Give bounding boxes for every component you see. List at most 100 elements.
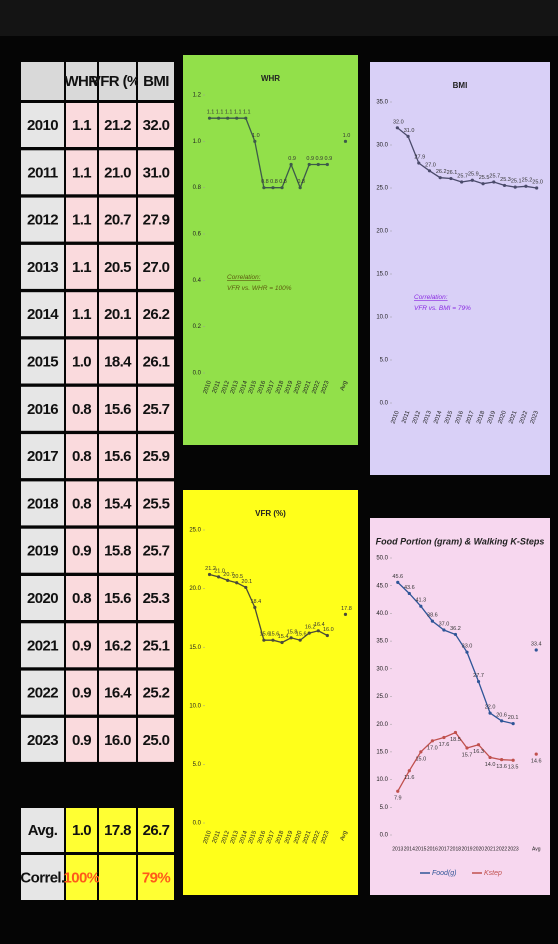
- data-point: [488, 711, 492, 715]
- row-label: 2016: [27, 401, 58, 418]
- cell-text: 25.1: [143, 637, 170, 654]
- y-tick-label: 15.0: [376, 272, 388, 278]
- data-point: [207, 116, 212, 120]
- x-tick-label: 2015: [248, 380, 258, 395]
- data-label: 1.0: [252, 133, 260, 139]
- x-tick-label: 2020: [498, 410, 508, 425]
- y-tick-label: 50.0: [376, 556, 388, 562]
- data-label: 38.6: [427, 613, 438, 619]
- data-label: 25.9: [468, 172, 479, 178]
- data-point: [419, 604, 423, 608]
- table-cell: [99, 339, 136, 384]
- x-tick-label: 2014: [404, 846, 415, 852]
- row-label: 2022: [27, 685, 58, 702]
- data-label: 25.0: [532, 179, 543, 185]
- cell-text: 1.1: [72, 117, 91, 134]
- table-cell: [21, 623, 64, 668]
- x-tick-label: 2018: [476, 410, 486, 425]
- chart-title: WHR: [261, 74, 280, 83]
- y-tick-label: 35.0: [376, 100, 388, 106]
- x-tick-label: 2014: [239, 830, 249, 845]
- x-tick-label: 2011: [212, 380, 222, 395]
- data-point: [262, 186, 266, 190]
- y-tick-label: 0.2: [193, 324, 202, 330]
- cell-text: 0.8: [72, 401, 91, 418]
- data-point: [244, 585, 248, 590]
- data-point: [465, 650, 469, 654]
- cell-text: 25.7: [143, 543, 170, 560]
- cell-text: 0.9: [72, 685, 91, 702]
- data-point: [244, 116, 248, 120]
- table-cell: [21, 62, 64, 100]
- table-cell: [138, 292, 174, 337]
- data-point: [216, 116, 221, 120]
- cell-text: 25.2: [143, 685, 170, 702]
- y-tick-label: 20.0: [189, 586, 201, 592]
- y-tick-label: 30.0: [376, 143, 388, 149]
- x-tick-label: 2017: [466, 410, 476, 425]
- table-cell: [66, 339, 97, 384]
- x-tick-label: 2019: [461, 846, 472, 852]
- data-label: 25.5: [479, 175, 490, 181]
- chart-title: BMI: [453, 81, 468, 90]
- cell-text: 18.4: [104, 353, 132, 370]
- table-cell: [138, 244, 174, 289]
- x-tick-label: 2013: [230, 380, 240, 395]
- data-point: [513, 185, 517, 189]
- cell-text: 25.9: [143, 448, 170, 465]
- cell-text: 0.9: [72, 543, 91, 560]
- y-tick-label: 35.0: [376, 639, 388, 645]
- row-label: Avg.: [28, 822, 58, 839]
- data-label: 20.1: [508, 715, 519, 721]
- y-tick-label: 1.2: [193, 93, 202, 99]
- y-tick-label: 10.0: [189, 703, 201, 709]
- y-tick-label: 30.0: [376, 666, 388, 672]
- table-cell: [99, 808, 136, 852]
- cell-text: 1.1: [72, 164, 91, 181]
- cell-text: 0.9: [72, 637, 91, 654]
- cell-text: 20.1: [104, 306, 131, 323]
- x-tick-label: 2023: [320, 830, 330, 845]
- data-point: [395, 126, 399, 130]
- cell-text: 20.7: [104, 212, 131, 229]
- data-label: 27.7: [473, 673, 484, 679]
- data-point: [476, 679, 481, 684]
- x-tick-label: 2016: [455, 410, 465, 425]
- y-tick-label: 0.0: [380, 401, 389, 407]
- data-point: [307, 631, 311, 635]
- data-point: [476, 743, 481, 747]
- data-point: [534, 648, 538, 652]
- data-label: 1.1: [216, 110, 224, 116]
- data-label: 1.1: [207, 110, 215, 116]
- table-cell: [66, 623, 97, 668]
- data-label: 31.0: [404, 128, 415, 134]
- data-label: 16.0: [323, 627, 334, 633]
- row-label: 2020: [27, 590, 58, 607]
- cell-text: 15.6: [104, 448, 131, 465]
- data-point: [226, 578, 230, 582]
- data-point: [488, 755, 492, 760]
- data-point: [453, 730, 458, 735]
- data-point: [396, 580, 400, 584]
- x-tick-label: 2011: [212, 830, 222, 845]
- row-label: 2019: [27, 543, 58, 560]
- x-tick-label: 2017: [438, 846, 449, 852]
- cell-text: 0.8: [72, 495, 91, 512]
- cell-text: 21.0: [104, 164, 131, 181]
- table-cell: [21, 292, 64, 337]
- data-point: [325, 162, 329, 167]
- table-cell: [138, 339, 174, 384]
- x-tick-label: 2022: [519, 410, 529, 425]
- cell-text: 20.5: [104, 259, 131, 276]
- data-label: 20.6: [496, 712, 507, 718]
- chart-panel: [370, 518, 550, 895]
- x-tick-label: Avg: [340, 380, 349, 392]
- data-label: 7.9: [394, 796, 402, 802]
- column-header: VFR (%): [91, 73, 145, 90]
- data-label: 17.6: [439, 742, 450, 748]
- table-cell: [99, 244, 136, 289]
- cell-text: 32.0: [143, 117, 170, 134]
- row-label: 2014: [27, 306, 59, 323]
- chart-title: VFR (%): [255, 509, 286, 518]
